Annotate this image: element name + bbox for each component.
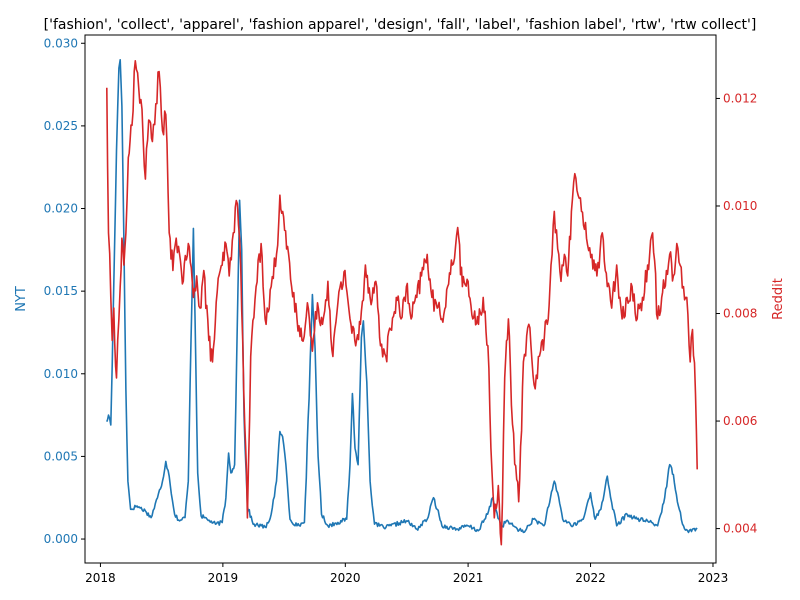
x-tick-label: 2020 [330, 571, 361, 585]
series-layer [106, 58, 698, 546]
x-tick-label: 2023 [698, 571, 729, 585]
series-line-nyt [106, 58, 698, 534]
left-tick-label: 0.030 [44, 36, 78, 50]
right-axis-label: Reddit [771, 278, 786, 320]
left-tick-label: 0.020 [44, 202, 78, 216]
x-tick-label: 2018 [85, 571, 116, 585]
right-tick-label: 0.008 [723, 307, 757, 321]
x-tick-label: 2021 [453, 571, 484, 585]
right-tick-label: 0.012 [723, 91, 757, 105]
x-tick-label: 2019 [208, 571, 239, 585]
left-axis-label: NYT [14, 286, 29, 312]
x-axis: 2018 2019 2020 2021 2022 2023 [85, 563, 728, 585]
left-tick-label: 0.005 [44, 449, 78, 463]
left-tick-label: 0.000 [44, 532, 78, 546]
series-line-reddit [106, 59, 698, 546]
plot-frame [84, 34, 717, 564]
right-y-axis: 0.004 0.006 0.008 0.010 0.012 [716, 91, 757, 536]
left-tick-label: 0.015 [44, 284, 78, 298]
chart-title: ['fashion', 'collect', 'apparel', 'fashi… [44, 17, 757, 33]
left-tick-label: 0.025 [44, 119, 78, 133]
x-tick-label: 2022 [575, 571, 606, 585]
right-tick-label: 0.006 [723, 414, 757, 428]
left-tick-label: 0.010 [44, 367, 78, 381]
left-y-axis: 0.000 0.005 0.010 0.015 0.020 0.025 0.030 [44, 36, 85, 546]
right-tick-label: 0.010 [723, 199, 757, 213]
right-tick-label: 0.004 [723, 522, 757, 536]
